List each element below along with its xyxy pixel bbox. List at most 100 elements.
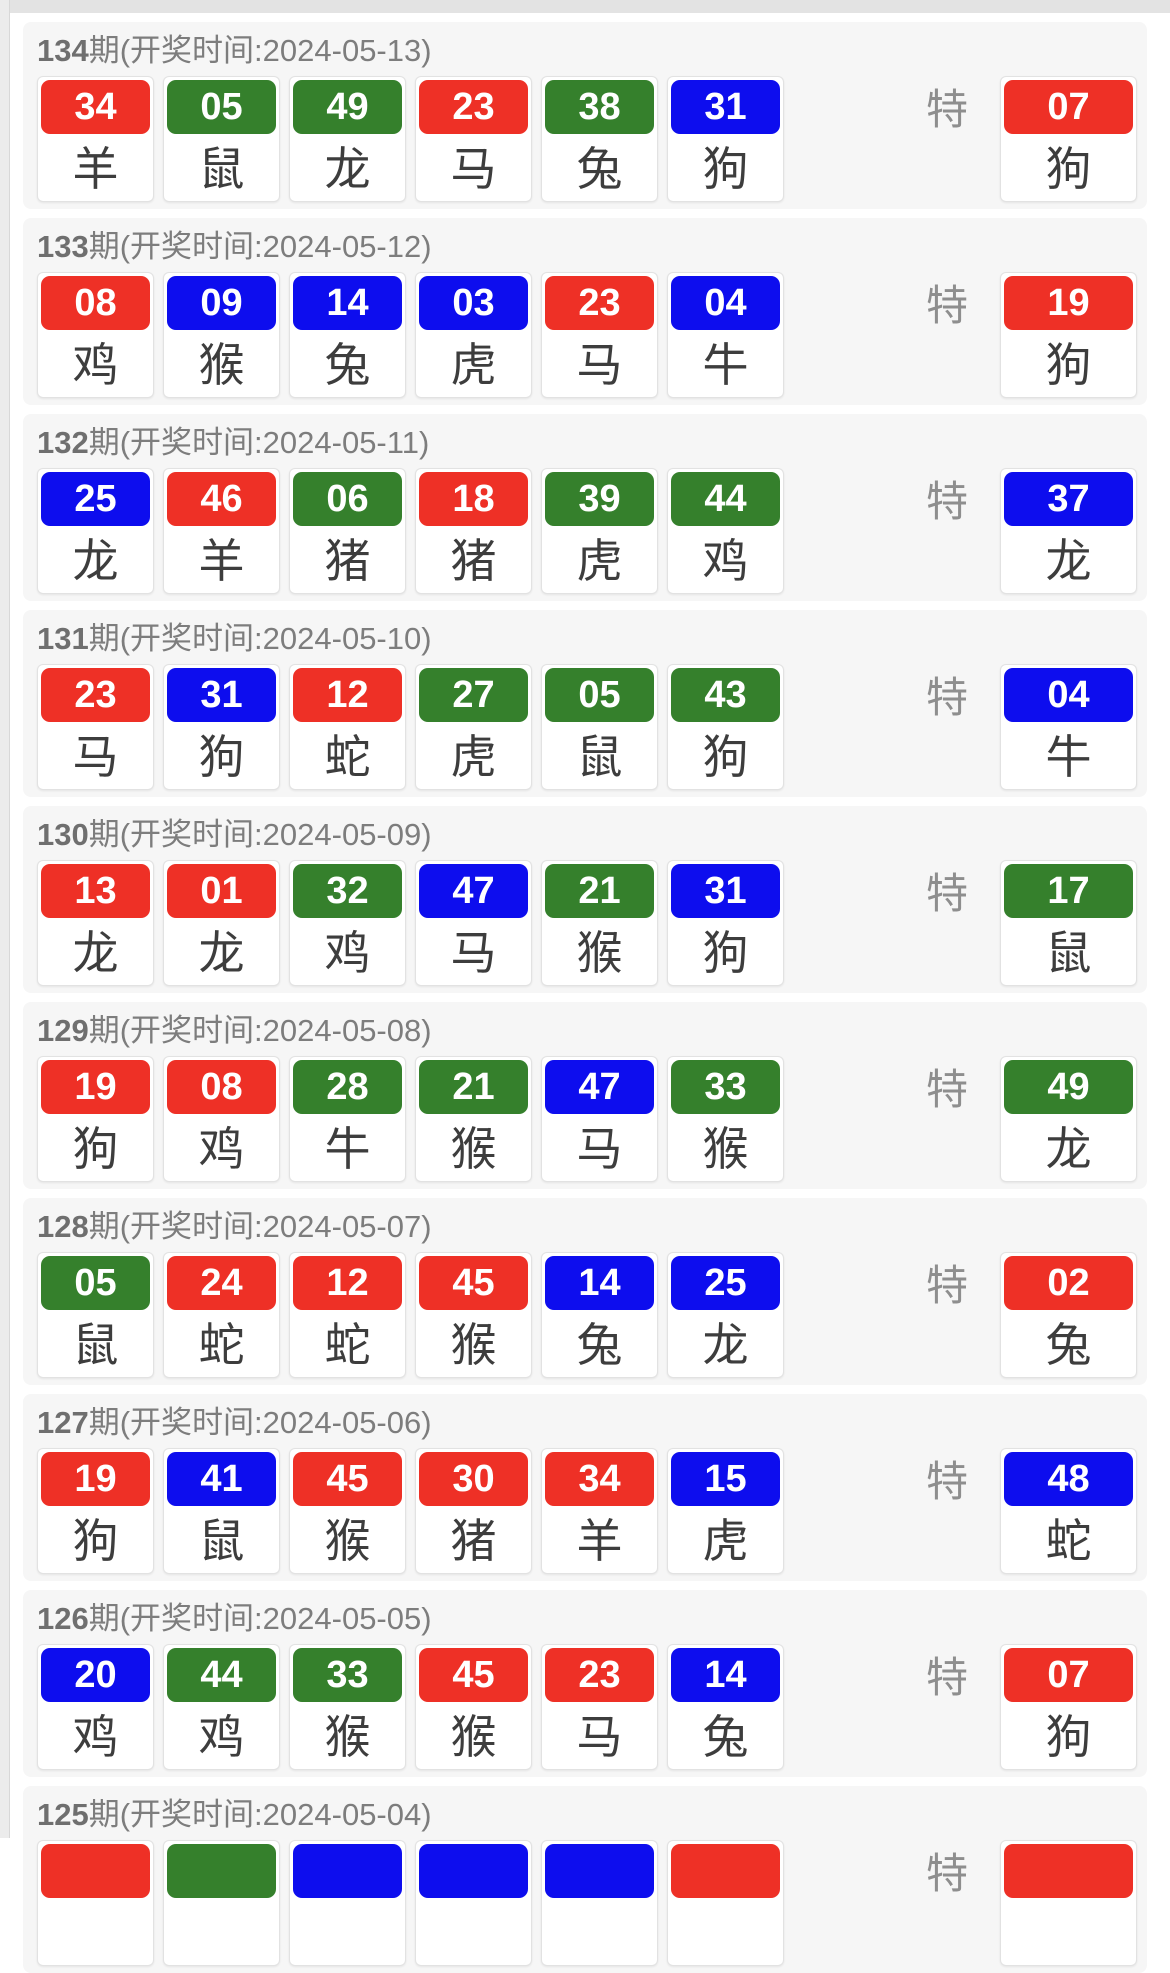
zodiac-label: 虎 — [576, 535, 623, 587]
number-tile: 45 猴 — [415, 1252, 532, 1378]
number-box: 21 — [545, 864, 654, 918]
number-tile: 08 鸡 — [163, 1056, 280, 1182]
draw-period-card: 126期(开奖时间:2024-05-05) 20 鸡 44 鸡 33 猴 45 … — [23, 1590, 1147, 1777]
number-value: 25 — [74, 477, 117, 520]
number-tile — [1000, 1840, 1137, 1966]
number-value: 38 — [578, 85, 621, 128]
number-tile: 31 狗 — [667, 76, 784, 202]
number-box: 12 — [293, 668, 402, 722]
number-value: 21 — [578, 869, 621, 912]
number-value: 49 — [326, 85, 369, 128]
zodiac-label: 龙 — [72, 535, 119, 587]
number-value: 23 — [578, 281, 621, 324]
number-box — [545, 1844, 654, 1898]
number-value: 48 — [1047, 1457, 1090, 1500]
number-tile — [289, 1840, 406, 1966]
number-box: 02 — [1004, 1256, 1133, 1310]
numbers-row: 05 鼠 24 蛇 12 蛇 45 猴 14 兔 25 龙 特 02 兔 — [37, 1252, 1137, 1378]
zodiac-label: 马 — [450, 143, 497, 195]
number-tile: 34 羊 — [541, 1448, 658, 1574]
number-value: 23 — [74, 673, 117, 716]
special-label: 特 — [925, 673, 968, 721]
issue-number: 129 — [37, 1013, 89, 1048]
period-header: 130期(开奖时间:2024-05-09) — [37, 812, 1137, 858]
number-box: 19 — [41, 1452, 150, 1506]
number-tile: 07 狗 — [1000, 76, 1137, 202]
draw-time: 期(开奖时间:2024-05-13) — [88, 33, 432, 68]
number-box: 09 — [167, 276, 276, 330]
number-box: 07 — [1004, 80, 1133, 134]
zodiac-label: 猴 — [702, 1123, 749, 1175]
number-tile: 38 兔 — [541, 76, 658, 202]
number-tile: 04 牛 — [667, 272, 784, 398]
number-value: 33 — [704, 1065, 747, 1108]
period-header: 131期(开奖时间:2024-05-10) — [37, 616, 1137, 662]
number-tile: 24 蛇 — [163, 1252, 280, 1378]
number-tile: 19 狗 — [1000, 272, 1137, 398]
zodiac-label: 猴 — [324, 1515, 371, 1567]
number-box: 49 — [293, 80, 402, 134]
draw-time: 期(开奖时间:2024-05-12) — [88, 229, 432, 264]
number-tile: 23 马 — [37, 664, 154, 790]
number-value: 47 — [452, 869, 495, 912]
zodiac-label: 猴 — [576, 927, 623, 979]
special-label: 特 — [925, 281, 968, 329]
period-header: 132期(开奖时间:2024-05-11) — [37, 420, 1137, 466]
number-box: 24 — [167, 1256, 276, 1310]
draw-period-card: 134期(开奖时间:2024-05-13) 34 羊 05 鼠 49 龙 23 … — [23, 22, 1147, 209]
number-value: 07 — [1047, 1653, 1090, 1696]
draw-period-card: 128期(开奖时间:2024-05-07) 05 鼠 24 蛇 12 蛇 45 … — [23, 1198, 1147, 1385]
zodiac-label — [671, 1898, 780, 1962]
number-tile: 15 虎 — [667, 1448, 784, 1574]
numbers-row: 34 羊 05 鼠 49 龙 23 马 38 兔 31 狗 特 07 狗 — [37, 76, 1137, 202]
number-box: 21 — [419, 1060, 528, 1114]
number-box: 34 — [41, 80, 150, 134]
number-value: 04 — [1047, 673, 1090, 716]
zodiac-label: 鼠 — [198, 1515, 245, 1567]
zodiac-label: 兔 — [702, 1711, 749, 1763]
number-box: 27 — [419, 668, 528, 722]
zodiac-label: 马 — [576, 339, 623, 391]
number-tile: 39 虎 — [541, 468, 658, 594]
zodiac-label: 猴 — [450, 1123, 497, 1175]
number-box: 25 — [671, 1256, 780, 1310]
number-tile: 07 狗 — [1000, 1644, 1137, 1770]
number-box: 46 — [167, 472, 276, 526]
zodiac-label: 虎 — [450, 731, 497, 783]
number-tile: 17 鼠 — [1000, 860, 1137, 986]
number-box: 15 — [671, 1452, 780, 1506]
number-box: 23 — [419, 80, 528, 134]
number-value: 25 — [704, 1261, 747, 1304]
number-box: 34 — [545, 1452, 654, 1506]
number-value: 44 — [704, 477, 747, 520]
number-value: 44 — [200, 1653, 243, 1696]
zodiac-label: 鼠 — [1045, 927, 1092, 979]
number-value: 32 — [326, 869, 369, 912]
number-tile: 33 猴 — [667, 1056, 784, 1182]
number-tile: 19 狗 — [37, 1056, 154, 1182]
number-value: 09 — [200, 281, 243, 324]
zodiac-label: 蛇 — [198, 1319, 245, 1371]
number-tile: 28 牛 — [289, 1056, 406, 1182]
number-value: 17 — [1047, 869, 1090, 912]
number-value: 12 — [326, 1261, 369, 1304]
number-box — [41, 1844, 150, 1898]
number-box: 13 — [41, 864, 150, 918]
number-box: 31 — [671, 864, 780, 918]
number-tile: 31 狗 — [163, 664, 280, 790]
zodiac-label: 狗 — [1045, 1711, 1092, 1763]
draw-time: 期(开奖时间:2024-05-09) — [88, 817, 432, 852]
number-value: 31 — [200, 673, 243, 716]
number-value: 34 — [74, 85, 117, 128]
number-value: 01 — [200, 869, 243, 912]
zodiac-label: 猪 — [450, 535, 497, 587]
number-box: 08 — [41, 276, 150, 330]
numbers-row: 20 鸡 44 鸡 33 猴 45 猴 23 马 14 兔 特 07 狗 — [37, 1644, 1137, 1770]
number-box: 20 — [41, 1648, 150, 1702]
results-list: 134期(开奖时间:2024-05-13) 34 羊 05 鼠 49 龙 23 … — [23, 22, 1147, 1973]
number-value: 41 — [200, 1457, 243, 1500]
number-tile: 23 马 — [541, 272, 658, 398]
number-tile: 23 马 — [415, 76, 532, 202]
zodiac-label: 猴 — [324, 1711, 371, 1763]
number-tile: 05 鼠 — [37, 1252, 154, 1378]
